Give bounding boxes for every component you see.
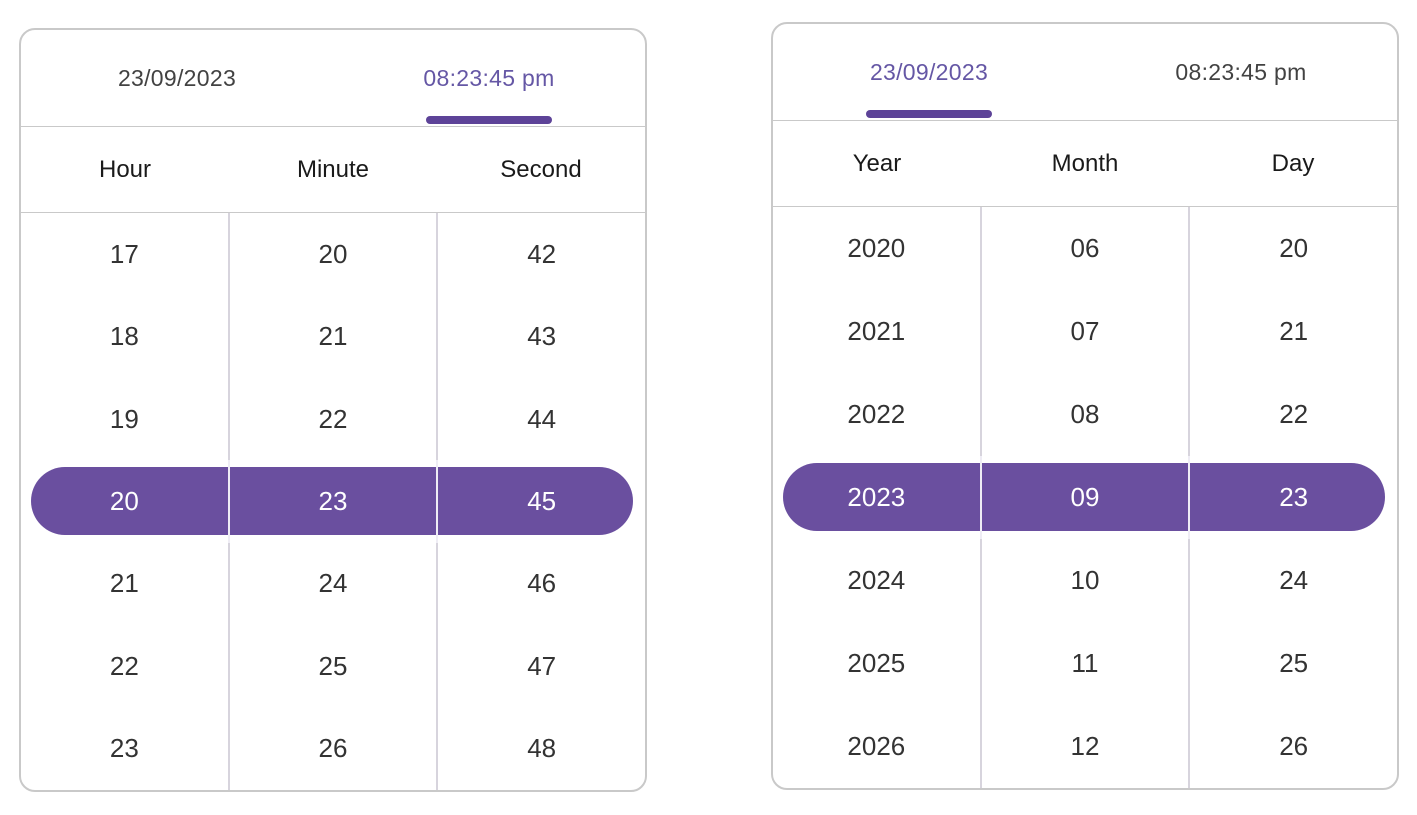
second-option[interactable]: 48	[527, 733, 557, 764]
tab-time-label: 08:23:45 pm	[423, 64, 555, 91]
picker-row-selected: 20 23 45	[21, 460, 645, 543]
tab-date-label: 23/09/2023	[117, 64, 237, 91]
picker-row: 23 26 48	[21, 707, 645, 790]
year-option-selected[interactable]: 2023	[773, 456, 982, 539]
year-option[interactable]: 2025	[773, 622, 982, 705]
month-option[interactable]: 12	[982, 705, 1191, 788]
tab-date[interactable]: 23/09/2023	[21, 30, 333, 126]
hour-option[interactable]: 18	[21, 295, 230, 378]
second-option[interactable]: 42	[527, 238, 557, 269]
month-option[interactable]: 11	[982, 622, 1191, 705]
month-option-selected[interactable]: 09	[982, 456, 1191, 539]
minute-option[interactable]: 24	[230, 542, 439, 626]
tab-date[interactable]: 23/09/2023	[773, 24, 1085, 120]
date-picker-tab-bar: 23/09/2023 08:23:45 pm	[773, 24, 1397, 121]
date-picker-panel: 23/09/2023 08:23:45 pm Year Month Day 20…	[771, 22, 1399, 790]
day-option[interactable]: 26	[1279, 731, 1309, 761]
month-option[interactable]: 08	[982, 373, 1191, 456]
picker-row-selected: 2023 09 23	[773, 456, 1397, 539]
minute-option[interactable]: 25	[230, 625, 439, 708]
minute-option[interactable]: 26	[230, 707, 439, 790]
active-tab-indicator	[426, 116, 552, 124]
picker-row: 2022 08 22	[773, 373, 1397, 456]
picker-row: 19 22 44	[21, 377, 645, 461]
column-header-month: Month	[1051, 149, 1119, 177]
column-header-year: Year	[852, 149, 902, 177]
month-option[interactable]: 07	[982, 290, 1191, 373]
minute-option-selected[interactable]: 23	[230, 460, 439, 543]
picker-row: 2026 12 26	[773, 705, 1397, 788]
column-header-minute: Minute	[296, 155, 370, 183]
hour-option[interactable]: 21	[21, 542, 230, 626]
day-option-selected[interactable]: 23	[1279, 482, 1309, 512]
picker-row: 21 24 46	[21, 542, 645, 626]
minute-option[interactable]: 22	[230, 377, 439, 461]
active-tab-indicator	[866, 110, 992, 118]
minute-option[interactable]: 20	[230, 213, 439, 296]
month-option[interactable]: 06	[982, 207, 1191, 290]
hour-option[interactable]: 19	[21, 377, 230, 461]
picker-row: 2025 11 25	[773, 622, 1397, 705]
picker-row: 22 25 47	[21, 625, 645, 708]
month-option[interactable]: 10	[982, 539, 1191, 622]
date-picker-body: 2020 06 20 2021 07 21 2022 08 22 2023 09…	[773, 207, 1397, 788]
tab-time-label: 08:23:45 pm	[1175, 58, 1307, 85]
picker-row: 17 20 42	[21, 213, 645, 296]
tab-time[interactable]: 08:23:45 pm	[1085, 24, 1397, 120]
tab-time[interactable]: 08:23:45 pm	[333, 30, 645, 126]
day-option[interactable]: 25	[1279, 648, 1309, 678]
year-option[interactable]: 2022	[773, 373, 982, 456]
hour-option[interactable]: 17	[21, 213, 230, 296]
year-option[interactable]: 2024	[773, 539, 982, 622]
second-option[interactable]: 47	[527, 650, 557, 681]
picker-row: 2020 06 20	[773, 207, 1397, 290]
time-picker-body: 17 20 42 18 21 43 19 22 44 20 23 45 21 2…	[21, 213, 645, 790]
year-option[interactable]: 2021	[773, 290, 982, 373]
second-option[interactable]: 44	[527, 403, 557, 434]
day-option[interactable]: 22	[1279, 399, 1309, 429]
day-option[interactable]: 21	[1279, 316, 1309, 346]
minute-option[interactable]: 21	[230, 295, 439, 378]
picker-row: 2024 10 24	[773, 539, 1397, 622]
day-option[interactable]: 24	[1279, 565, 1309, 595]
picker-row: 2021 07 21	[773, 290, 1397, 373]
time-picker-panel: 23/09/2023 08:23:45 pm Hour Minute Secon…	[19, 28, 647, 792]
column-header-day: Day	[1271, 149, 1315, 177]
hour-option[interactable]: 23	[21, 707, 230, 790]
tab-date-label: 23/09/2023	[869, 58, 989, 85]
time-picker-tab-bar: 23/09/2023 08:23:45 pm	[21, 30, 645, 127]
column-header-hour: Hour	[98, 155, 152, 183]
picker-row: 18 21 43	[21, 295, 645, 378]
hour-option[interactable]: 22	[21, 625, 230, 708]
hour-option-selected[interactable]: 20	[21, 460, 230, 543]
time-column-header-row: Hour Minute Second	[21, 127, 645, 213]
second-option[interactable]: 46	[527, 568, 557, 599]
second-option-selected[interactable]: 45	[527, 485, 557, 516]
date-column-header-row: Year Month Day	[773, 121, 1397, 207]
year-option[interactable]: 2020	[773, 207, 982, 290]
year-option[interactable]: 2026	[773, 705, 982, 788]
column-header-second: Second	[500, 155, 582, 183]
day-option[interactable]: 20	[1279, 233, 1309, 263]
second-option[interactable]: 43	[527, 321, 557, 352]
